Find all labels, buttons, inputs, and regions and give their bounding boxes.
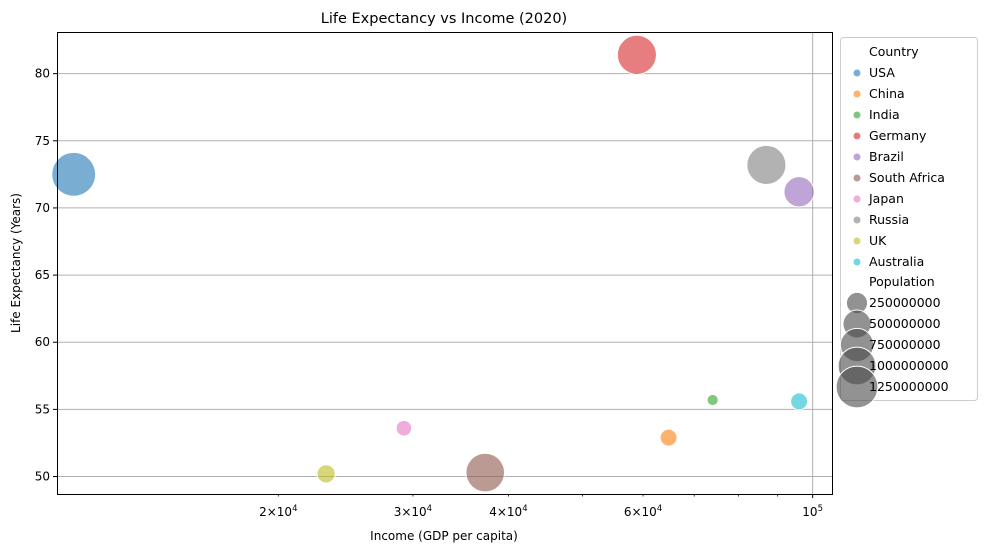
point-japan [395, 419, 413, 437]
legend-title-size: Population [869, 274, 935, 289]
legend-label: China [869, 86, 905, 101]
ticks-layer: 50 55 60 65 70 75 80 105 2×104 3×104 4×104 6×104 [35, 67, 823, 519]
legend-size-label: 750000000 [869, 337, 941, 352]
y-tick-label: 70 [35, 201, 50, 215]
legend-marker [853, 132, 861, 140]
x-tick-label: 3×104 [394, 504, 432, 519]
legend-label: Germany [869, 128, 927, 143]
legend-marker [853, 90, 861, 98]
legend-marker [853, 258, 861, 266]
point-germany [616, 34, 657, 75]
legend-label: India [869, 107, 900, 122]
legend-size-label: 1250000000 [869, 379, 949, 394]
legend-label: USA [869, 65, 895, 80]
legend-label: Brazil [869, 149, 904, 164]
legend-frame [840, 37, 978, 401]
legend-marker [853, 195, 861, 203]
legend-title-country: Country [869, 44, 919, 59]
y-tick-label: 55 [35, 402, 50, 416]
y-tick-label: 50 [35, 470, 50, 484]
point-brazil [783, 176, 815, 208]
legend-marker [853, 237, 861, 245]
legend: Country Population USA China India Germany B… [835, 37, 978, 409]
grid-layer [57, 32, 832, 494]
point-south-africa [465, 452, 506, 493]
point-india [706, 393, 719, 407]
legend-size-label: 500000000 [869, 316, 941, 331]
x-tick-label: 2×104 [259, 504, 297, 519]
y-axis-label: Life Expectancy (Years) [9, 193, 23, 333]
point-china [659, 428, 678, 447]
point-uk [316, 464, 336, 484]
y-tick-label: 60 [35, 335, 50, 349]
point-australia [790, 392, 809, 411]
x-tick-label: 6×104 [624, 504, 662, 519]
legend-size-label: 250000000 [869, 295, 941, 310]
x-tick-label: 4×104 [489, 504, 527, 519]
x-axis-label: Income (GDP per capita) [370, 529, 518, 543]
y-tick-label: 65 [35, 268, 50, 282]
legend-marker [853, 174, 861, 182]
legend-marker [853, 216, 861, 224]
legend-marker [853, 111, 861, 119]
legend-label: South Africa [869, 170, 945, 185]
legend-label: Australia [869, 254, 924, 269]
point-usa [51, 151, 97, 197]
legend-label: Japan [868, 191, 904, 206]
x-tick-label: 105 [802, 504, 823, 519]
point-russia [746, 144, 787, 186]
chart-title: Life Expectancy vs Income (2020) [321, 11, 567, 27]
legend-size-label: 1000000000 [869, 358, 949, 373]
legend-marker [853, 153, 861, 161]
points-layer [51, 34, 815, 493]
plot-frame [57, 32, 833, 495]
legend-size-marker [835, 365, 879, 409]
legend-label: Russia [869, 212, 909, 227]
legend-marker [853, 69, 861, 77]
legend-label: UK [869, 233, 887, 248]
y-tick-label: 80 [35, 67, 50, 81]
y-tick-label: 75 [35, 134, 50, 148]
